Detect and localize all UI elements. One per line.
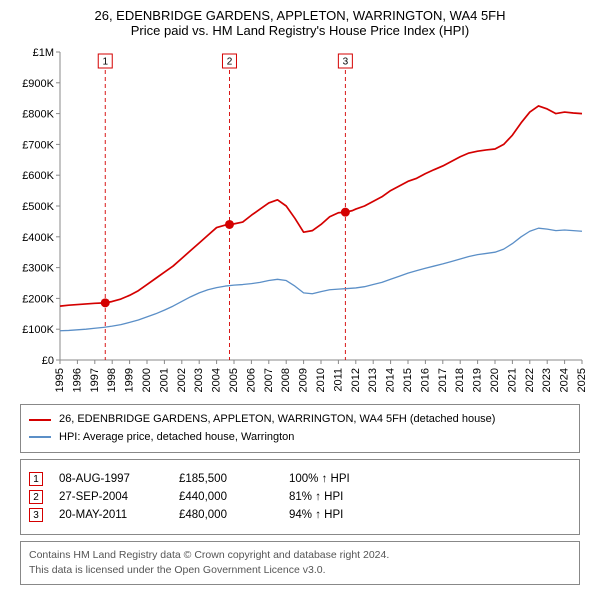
svg-text:2017: 2017 — [437, 368, 449, 392]
event-row: 3 20-MAY-2011£480,00094% ↑ HPI — [29, 508, 571, 522]
svg-text:2013: 2013 — [367, 368, 379, 392]
svg-text:2024: 2024 — [559, 368, 571, 392]
event-row: 2 27-SEP-2004£440,00081% ↑ HPI — [29, 490, 571, 504]
svg-text:£600K: £600K — [22, 170, 54, 182]
events-table: 1 08-AUG-1997£185,500100% ↑ HPI 2 27-SEP-20… — [20, 459, 580, 535]
event-marker: 3 — [29, 508, 43, 522]
svg-text:£0: £0 — [42, 355, 54, 367]
svg-text:£400K: £400K — [22, 232, 54, 244]
attribution-footer: Contains HM Land Registry data © Crown c… — [20, 541, 580, 584]
svg-text:1999: 1999 — [124, 368, 136, 392]
svg-text:2: 2 — [227, 57, 233, 68]
svg-text:2007: 2007 — [263, 368, 275, 392]
svg-text:£300K: £300K — [22, 263, 54, 275]
legend-label: 26, EDENBRIDGE GARDENS, APPLETON, WARRIN… — [59, 411, 495, 429]
svg-text:2002: 2002 — [176, 368, 188, 392]
event-pct: 94% ↑ HPI — [289, 509, 409, 521]
svg-text:2019: 2019 — [472, 368, 484, 392]
footer-line2: This data is licensed under the Open Gov… — [29, 563, 571, 578]
legend: 26, EDENBRIDGE GARDENS, APPLETON, WARRIN… — [20, 404, 580, 453]
svg-text:1998: 1998 — [106, 368, 118, 392]
svg-text:2006: 2006 — [245, 368, 257, 392]
svg-text:2005: 2005 — [228, 368, 240, 392]
svg-text:2016: 2016 — [419, 368, 431, 392]
svg-text:1996: 1996 — [71, 368, 83, 392]
svg-text:3: 3 — [343, 57, 349, 68]
svg-text:2020: 2020 — [489, 368, 501, 392]
legend-swatch — [29, 436, 51, 438]
legend-item: HPI: Average price, detached house, Warr… — [29, 429, 571, 447]
svg-text:£100K: £100K — [22, 324, 54, 336]
svg-text:2015: 2015 — [402, 368, 414, 392]
svg-text:2003: 2003 — [193, 368, 205, 392]
svg-text:1: 1 — [102, 57, 108, 68]
legend-label: HPI: Average price, detached house, Warr… — [59, 429, 294, 447]
svg-text:2018: 2018 — [454, 368, 466, 392]
event-marker: 1 — [29, 472, 43, 486]
svg-text:£900K: £900K — [22, 78, 54, 90]
event-pct: 81% ↑ HPI — [289, 491, 409, 503]
svg-text:2009: 2009 — [298, 368, 310, 392]
svg-text:2022: 2022 — [524, 368, 536, 392]
event-pct: 100% ↑ HPI — [289, 473, 409, 485]
event-row: 1 08-AUG-1997£185,500100% ↑ HPI — [29, 472, 571, 486]
chart-title-line2: Price paid vs. HM Land Registry's House … — [12, 23, 588, 38]
svg-text:2001: 2001 — [158, 368, 170, 392]
event-date: 27-SEP-2004 — [59, 491, 179, 503]
event-date: 20-MAY-2011 — [59, 509, 179, 521]
svg-text:2023: 2023 — [541, 368, 553, 392]
event-date: 08-AUG-1997 — [59, 473, 179, 485]
svg-text:£700K: £700K — [22, 139, 54, 151]
svg-text:£500K: £500K — [22, 201, 54, 213]
svg-text:£1M: £1M — [33, 47, 54, 59]
event-price: £480,000 — [179, 509, 289, 521]
svg-text:£200K: £200K — [22, 293, 54, 305]
event-price: £440,000 — [179, 491, 289, 503]
svg-text:2011: 2011 — [332, 368, 344, 392]
legend-swatch — [29, 419, 51, 421]
svg-text:2014: 2014 — [385, 368, 397, 392]
event-marker: 2 — [29, 490, 43, 504]
svg-text:1997: 1997 — [89, 368, 101, 392]
svg-text:£800K: £800K — [22, 109, 54, 121]
svg-text:2012: 2012 — [350, 368, 362, 392]
svg-text:2004: 2004 — [211, 368, 223, 392]
legend-item: 26, EDENBRIDGE GARDENS, APPLETON, WARRIN… — [29, 411, 571, 429]
svg-text:2021: 2021 — [506, 368, 518, 392]
chart-title-line1: 26, EDENBRIDGE GARDENS, APPLETON, WARRIN… — [12, 8, 588, 23]
svg-text:2008: 2008 — [280, 368, 292, 392]
footer-line1: Contains HM Land Registry data © Crown c… — [29, 548, 571, 563]
svg-text:2025: 2025 — [576, 368, 588, 392]
svg-text:2000: 2000 — [141, 368, 153, 392]
svg-text:2010: 2010 — [315, 368, 327, 392]
svg-text:1995: 1995 — [54, 368, 66, 392]
event-price: £185,500 — [179, 473, 289, 485]
line-chart: £0 £100K £200K £300K £400K £500K £600K £700K £80… — [12, 44, 588, 394]
